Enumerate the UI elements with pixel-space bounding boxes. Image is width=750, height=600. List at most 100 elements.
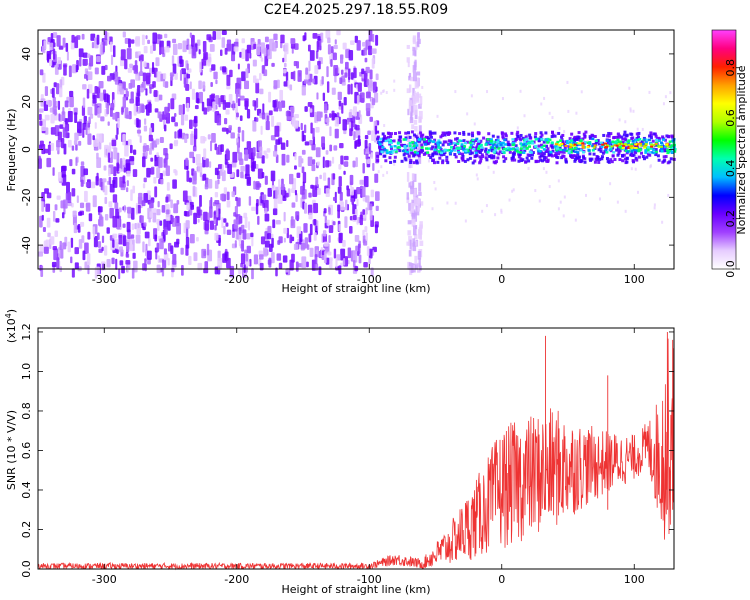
spectrogram-cell bbox=[228, 125, 232, 131]
spectrogram-cell bbox=[376, 159, 380, 163]
spectrogram-cell bbox=[329, 258, 333, 264]
spectrogram-cell bbox=[555, 144, 559, 148]
spectrogram-cell bbox=[269, 38, 275, 51]
spectrogram-cell bbox=[610, 145, 614, 148]
spectrogram-cell bbox=[221, 217, 224, 229]
spectrogram-cell bbox=[365, 66, 370, 74]
spectrogram-cell bbox=[540, 146, 544, 149]
spectrogram-cell bbox=[415, 159, 419, 163]
spectrogram-cell bbox=[83, 168, 89, 176]
spectrogram-heatmap bbox=[38, 30, 677, 280]
spectrogram-cell bbox=[624, 146, 628, 150]
spectrogram-cell bbox=[604, 142, 608, 145]
spectrogram-cell bbox=[519, 157, 523, 161]
spectrogram-cell bbox=[426, 142, 430, 146]
spectrogram-cell bbox=[368, 257, 371, 265]
spectrogram-cell bbox=[327, 37, 331, 44]
spectrogram-cell bbox=[542, 144, 546, 148]
spectrogram-cell bbox=[471, 161, 475, 165]
spectrogram-cell bbox=[506, 148, 510, 152]
spectrogram-cell bbox=[223, 187, 228, 195]
spectrogram-cell bbox=[347, 259, 350, 265]
spectrogram-cell bbox=[545, 159, 549, 163]
spectrogram-cell bbox=[166, 40, 171, 48]
spectrogram-cell bbox=[668, 149, 672, 152]
spectrogram-cell bbox=[124, 59, 128, 70]
spectrogram-cell bbox=[75, 64, 79, 73]
spectrogram-cell bbox=[220, 193, 225, 201]
spectrogram-cell bbox=[410, 242, 414, 251]
spectrogram-cell bbox=[519, 133, 523, 137]
spectrogram-cell bbox=[380, 144, 384, 148]
spectrogram-cell bbox=[157, 222, 160, 231]
spectrogram-cell bbox=[57, 56, 61, 65]
spectrogram-cell bbox=[233, 212, 237, 217]
spectrogram-cell bbox=[408, 84, 412, 93]
spectrogram-cell bbox=[450, 149, 454, 153]
spectrogram-cell bbox=[579, 139, 583, 143]
spectrogram-cell bbox=[315, 50, 319, 59]
spectrogram-cell bbox=[389, 141, 393, 145]
spectrogram-cell bbox=[177, 43, 183, 50]
spectrogram-cell bbox=[410, 263, 414, 273]
spectrogram-cell bbox=[193, 135, 197, 147]
spectrogram-cell bbox=[570, 144, 574, 147]
spectrogram-cell bbox=[245, 253, 249, 262]
spectrogram-cell bbox=[131, 207, 135, 220]
spectrogram-cell bbox=[216, 30, 221, 40]
spectrogram-cell bbox=[213, 211, 216, 220]
spectrogram-cell bbox=[608, 148, 612, 152]
spectrogram-cell bbox=[437, 139, 441, 142]
spectrogram-cell bbox=[415, 136, 419, 140]
spectrogram-cell bbox=[240, 165, 245, 172]
spectrogram-cell bbox=[557, 207, 560, 211]
spectrogram-cell bbox=[479, 159, 483, 163]
spectrogram-cell bbox=[257, 38, 261, 46]
spectrogram-cell bbox=[308, 233, 312, 243]
spectrogram-cell bbox=[407, 220, 412, 225]
spectrogram-cell bbox=[246, 141, 252, 149]
spectrogram-cell bbox=[581, 137, 585, 141]
spectrogram-cell bbox=[533, 135, 537, 139]
spectrogram-cell bbox=[179, 55, 183, 64]
spectrogram-cell bbox=[406, 44, 410, 49]
spectrogram-cell bbox=[348, 49, 354, 61]
spectrogram-cell bbox=[620, 143, 624, 146]
spectrogram-cell bbox=[86, 88, 90, 99]
spectrogram-cell bbox=[572, 141, 576, 144]
spectrogram-cell bbox=[642, 143, 646, 146]
spectrogram-cell bbox=[171, 93, 177, 100]
spectrogram-cell bbox=[419, 224, 423, 229]
spectrogram-cell bbox=[60, 248, 64, 259]
spectrogram-cell bbox=[409, 239, 412, 250]
spectrogram-cell bbox=[302, 171, 307, 184]
spectrogram-cell bbox=[326, 81, 330, 93]
spectrogram-cell bbox=[638, 142, 642, 145]
spectrogram-cell bbox=[281, 189, 285, 196]
spectrogram-cell bbox=[657, 158, 661, 162]
spectrogram-cell bbox=[47, 36, 51, 42]
spectrogram-cell bbox=[161, 205, 166, 213]
spectrogram-cell bbox=[191, 88, 196, 100]
spectrogram-cell bbox=[109, 41, 113, 52]
spectrogram-cell bbox=[586, 141, 590, 145]
spectrogram-cell bbox=[148, 101, 152, 112]
spectrogram-cell bbox=[316, 161, 321, 166]
spectrogram-cell bbox=[544, 156, 548, 160]
spectrogram-cell bbox=[136, 222, 141, 235]
spectrogram-cell bbox=[233, 41, 239, 48]
spectrogram-cell bbox=[126, 241, 130, 253]
spectrogram-cell bbox=[427, 153, 431, 157]
spectrogram-cell bbox=[104, 31, 108, 41]
spectrogram-cell bbox=[665, 134, 669, 138]
spectrogram-cell bbox=[581, 146, 585, 149]
spectrogram-cell bbox=[423, 143, 427, 146]
spectrogram-cell bbox=[71, 145, 75, 151]
spectrogram-cell bbox=[419, 240, 424, 247]
spectrogram-cell bbox=[412, 144, 416, 147]
snr-panel: -300 -200 -100 0 100 0.00.20.40.60.81.01.2 H… bbox=[4, 309, 675, 596]
spectrogram-cell bbox=[294, 165, 297, 170]
spectrogram-cell bbox=[249, 258, 252, 267]
spectrogram-cell bbox=[465, 140, 469, 144]
